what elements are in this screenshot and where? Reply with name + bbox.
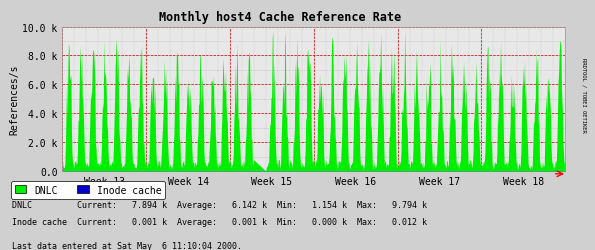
Text: Last data entered at Sat May  6 11:10:04 2000.: Last data entered at Sat May 6 11:10:04 … xyxy=(12,241,242,250)
Legend: DNLC, Inode cache: DNLC, Inode cache xyxy=(11,181,165,199)
Text: DNLC         Current:   7.894 k  Average:   6.142 k  Min:   1.154 k  Max:   9.79: DNLC Current: 7.894 k Average: 6.142 k M… xyxy=(12,200,427,209)
Y-axis label: References/s: References/s xyxy=(10,64,20,134)
Text: Inode cache  Current:   0.001 k  Average:   0.001 k  Min:   0.000 k  Max:   0.01: Inode cache Current: 0.001 k Average: 0.… xyxy=(12,218,427,226)
Text: Monthly host4 Cache Reference Rate: Monthly host4 Cache Reference Rate xyxy=(158,11,401,24)
Text: RRDTOOL / TOBEI OETIKER: RRDTOOL / TOBEI OETIKER xyxy=(582,58,587,132)
